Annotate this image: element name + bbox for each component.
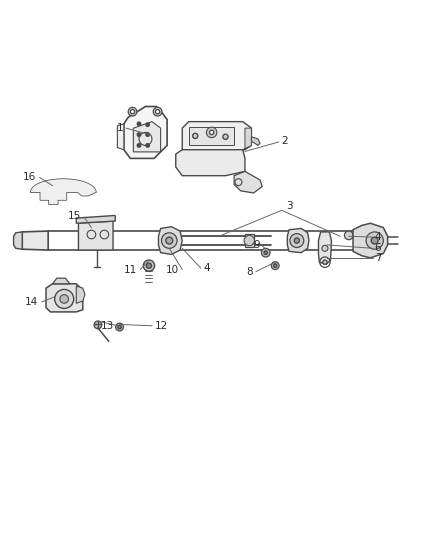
- Circle shape: [128, 107, 137, 116]
- Polygon shape: [245, 234, 254, 247]
- Circle shape: [137, 133, 141, 136]
- Circle shape: [116, 323, 124, 331]
- Circle shape: [294, 238, 300, 243]
- Circle shape: [146, 133, 149, 136]
- Circle shape: [344, 231, 353, 240]
- Circle shape: [131, 109, 134, 114]
- Circle shape: [137, 144, 141, 147]
- Circle shape: [244, 236, 254, 246]
- Polygon shape: [176, 150, 245, 176]
- Text: 8: 8: [246, 267, 253, 277]
- Text: 11: 11: [124, 265, 137, 275]
- Polygon shape: [78, 221, 113, 250]
- Circle shape: [60, 295, 68, 303]
- Text: 1: 1: [117, 123, 123, 133]
- Circle shape: [271, 262, 279, 270]
- Text: 15: 15: [67, 212, 81, 221]
- Text: 4: 4: [374, 232, 381, 242]
- Text: 3: 3: [286, 201, 293, 211]
- Circle shape: [162, 233, 177, 248]
- Circle shape: [193, 133, 198, 139]
- Circle shape: [223, 134, 228, 139]
- Circle shape: [209, 130, 214, 135]
- Circle shape: [322, 245, 328, 252]
- Polygon shape: [53, 278, 70, 284]
- Circle shape: [206, 127, 217, 138]
- Circle shape: [155, 109, 160, 114]
- Polygon shape: [318, 232, 332, 264]
- Circle shape: [166, 237, 173, 244]
- Polygon shape: [22, 231, 48, 250]
- Circle shape: [261, 248, 270, 257]
- Text: 7: 7: [374, 253, 381, 263]
- Circle shape: [323, 260, 327, 264]
- Circle shape: [146, 123, 149, 126]
- Polygon shape: [117, 124, 124, 150]
- Polygon shape: [189, 127, 234, 146]
- Circle shape: [146, 263, 152, 268]
- Polygon shape: [234, 172, 262, 193]
- Polygon shape: [46, 284, 83, 312]
- Polygon shape: [31, 179, 96, 204]
- Polygon shape: [159, 227, 182, 254]
- Text: 16: 16: [23, 172, 36, 182]
- Circle shape: [143, 260, 155, 271]
- Circle shape: [290, 233, 304, 247]
- Polygon shape: [243, 128, 251, 150]
- Circle shape: [146, 144, 149, 147]
- Circle shape: [366, 232, 383, 249]
- Circle shape: [371, 237, 378, 244]
- Circle shape: [94, 321, 102, 329]
- Polygon shape: [182, 122, 251, 150]
- Polygon shape: [76, 286, 85, 303]
- Polygon shape: [287, 229, 309, 253]
- Text: 13: 13: [101, 321, 114, 331]
- Circle shape: [273, 264, 277, 268]
- Circle shape: [55, 289, 74, 309]
- Text: 12: 12: [155, 321, 168, 331]
- Text: 6: 6: [374, 244, 381, 253]
- Polygon shape: [76, 215, 115, 223]
- Polygon shape: [14, 232, 22, 249]
- Text: 4: 4: [203, 263, 210, 273]
- Circle shape: [264, 251, 268, 254]
- Circle shape: [153, 107, 162, 116]
- Circle shape: [137, 122, 141, 126]
- Polygon shape: [251, 137, 260, 146]
- Text: 14: 14: [25, 297, 38, 307]
- Polygon shape: [124, 107, 167, 158]
- Polygon shape: [353, 223, 388, 258]
- Text: 2: 2: [282, 136, 288, 146]
- Polygon shape: [134, 122, 161, 152]
- Text: 9: 9: [254, 240, 260, 250]
- Text: 10: 10: [166, 265, 179, 275]
- Circle shape: [118, 325, 121, 329]
